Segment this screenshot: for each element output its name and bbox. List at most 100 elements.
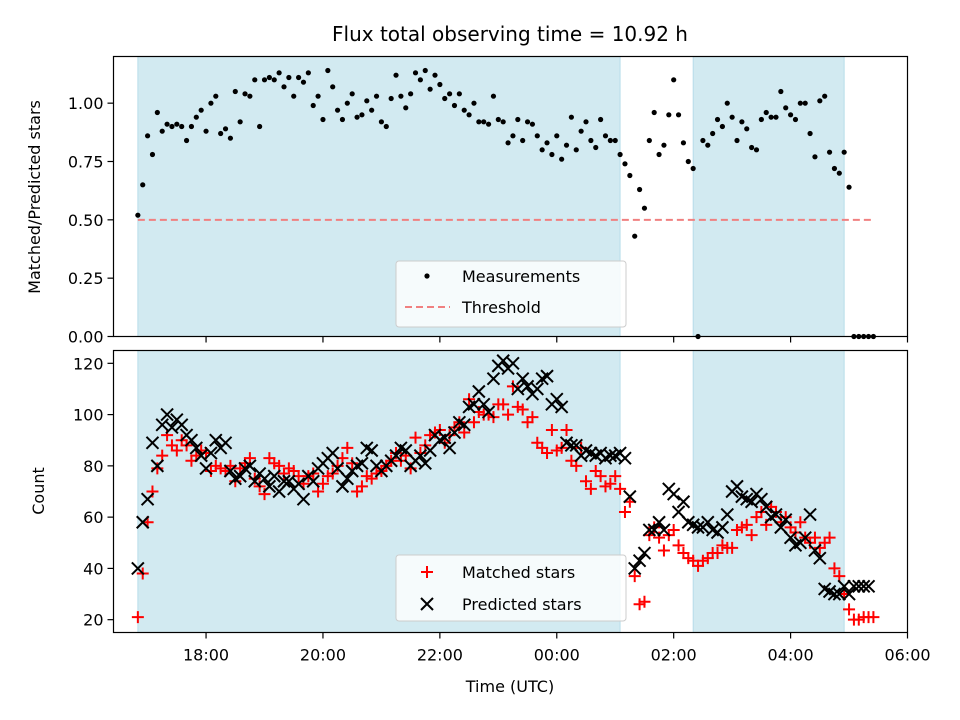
matched-star-point [828,562,841,575]
predicted-star-point [783,530,798,545]
predicted-star-point [438,430,452,445]
predicted-star-point [189,441,204,455]
measurement-point [383,123,389,130]
measurement-point [412,70,419,76]
measurement-point [749,144,755,151]
measurement-point [286,74,292,81]
measurement-point [534,133,540,139]
measurement-point [724,100,730,106]
predicted-star-point [647,523,661,537]
predicted-star-point [847,579,861,594]
count-x-tick-label: 22:00 [417,646,463,665]
measurement-point [330,84,336,90]
x-axis-label: Time (UTC) [465,677,554,696]
predicted-star-point [511,382,525,396]
measurement-point [218,130,224,137]
count-y-tick-label: 60 [83,508,103,527]
count-y-tick-label: 40 [83,559,103,578]
measurement-point [232,88,238,95]
ratio-y-tick-label: 0.75 [68,153,104,172]
matched-star-point [151,462,164,475]
measurement-point [198,107,204,113]
matched-star-point [638,595,651,608]
measurement-point [169,123,175,130]
measurement-point [846,184,852,190]
predicted-star-point [676,495,691,509]
predicted-star-point [340,471,355,486]
measurement-point [144,133,151,139]
measurement-point [369,107,375,113]
measurement-point [242,91,248,97]
predicted-star-point [296,492,311,506]
predicted-star-point [282,474,296,488]
predicted-star-point [355,456,369,471]
predicted-star-point [603,448,618,463]
matched-star-point [316,477,329,490]
measurement-point [573,147,579,153]
measurement-point [281,84,287,90]
predicted-star-point [632,554,647,568]
measurement-point [802,100,808,106]
measurement-point [447,91,453,97]
measurement-point [763,109,769,116]
predicted-star-point [267,469,281,483]
count-y-tick-label: 120 [73,354,104,373]
legend-measurements-label: Measurements [462,267,580,286]
ratio-y-ticks: 0.00 0.25 0.50 0.75 1.00 [68,94,114,347]
matched-star-point [467,416,480,429]
predicted-star-point [837,579,851,594]
measurement-point [339,116,346,123]
measurement-point [373,93,380,99]
measurement-point [296,74,302,81]
count-y-tick-label: 20 [83,611,103,630]
predicted-star-point [199,461,213,476]
predicted-star-point [325,446,340,460]
predicted-star-point [856,579,871,594]
legend-matched-marker [421,566,433,578]
measurement-point [193,114,199,120]
measurement-point [344,100,350,106]
count-y-ticks: 20 40 60 80 100 120 [73,354,114,630]
predicted-star-point [155,418,169,432]
predicted-star-point [218,436,233,450]
predicted-star-point [852,579,866,594]
measurement-point [183,137,190,144]
measurement-point [261,77,268,83]
predicted-star-point [861,579,876,594]
predicted-star-point [691,520,705,535]
matched-star-point [526,411,539,424]
measurement-point [753,147,760,153]
count-plot-frame [112,349,909,634]
measurement-point [485,121,492,127]
measurement-point [646,137,652,144]
matched-star-point [711,547,724,560]
predicted-star-point [145,436,160,450]
measurement-point [349,91,355,97]
ratio-x-ticks [205,336,909,343]
matched-star-point [808,531,821,544]
predicted-star-point [277,474,291,488]
ratio-y-tick-label: 0.00 [68,328,104,347]
measurement-point [364,98,370,104]
predicted-star-point [730,479,744,494]
predicted-star-point [832,587,847,601]
measurement-point [213,93,219,99]
measurement-point [739,119,745,125]
measurement-point [159,128,165,134]
measurement-point [320,116,326,123]
predicted-star-point [291,477,306,491]
measurement-point [812,154,818,160]
matched-star-point [331,459,344,472]
predicted-star-point [769,507,783,522]
matched-star-point [560,423,573,436]
measurement-point [792,116,799,123]
observing-spans [137,56,845,337]
measurement-point [651,109,657,116]
measurement-point [768,114,774,120]
count-x-tick-label: 20:00 [300,646,346,665]
measurement-point [612,137,618,144]
measurement-point [208,100,214,106]
matched-star-point [516,403,529,416]
predicted-star-point [481,405,496,419]
measurement-point [622,161,628,167]
